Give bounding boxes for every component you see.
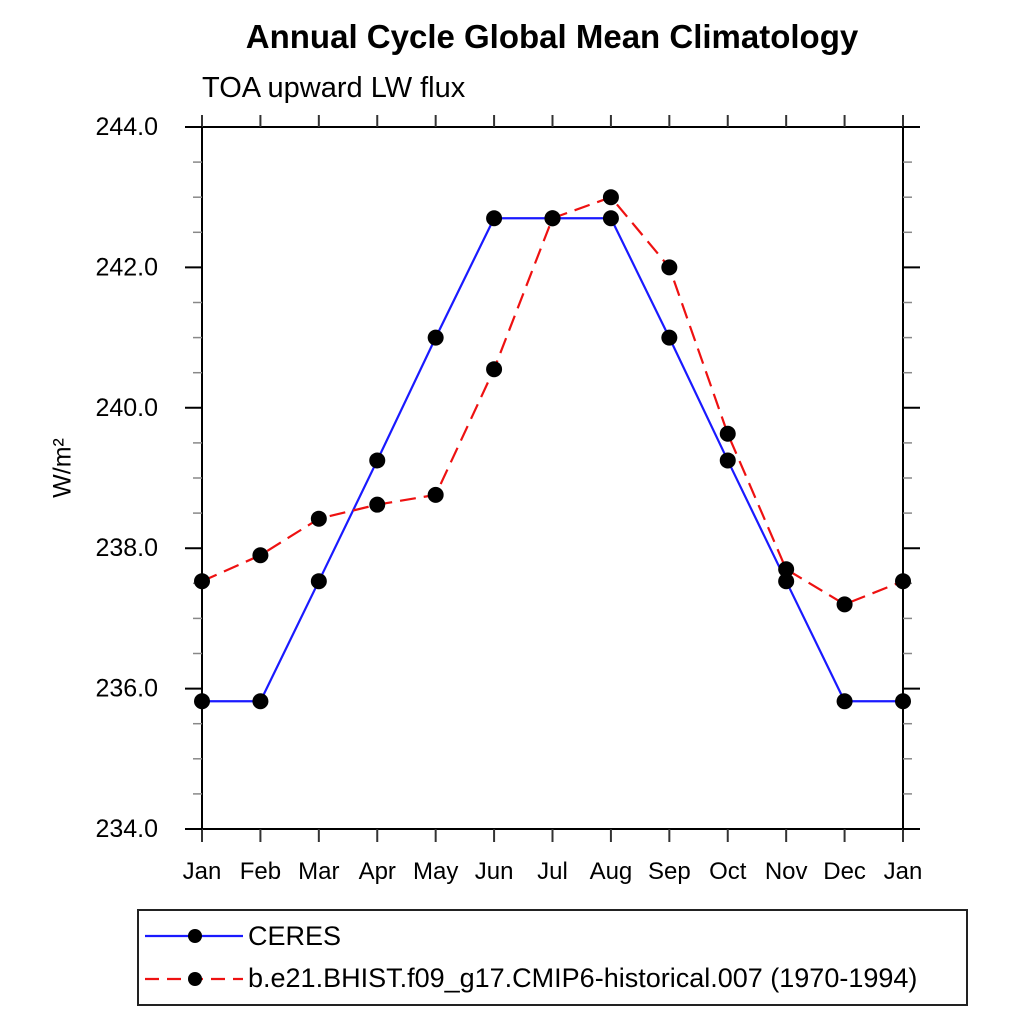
x-tick-label: Jun	[475, 858, 514, 885]
data-point-marker	[369, 452, 386, 469]
legend: CERES b.e21.BHIST.f09_g17.CMIP6-historic…	[137, 909, 968, 1006]
data-point-marker	[778, 561, 795, 578]
legend-label-model: b.e21.BHIST.f09_g17.CMIP6-historical.007…	[248, 963, 918, 994]
x-tick-label: Jan	[183, 858, 222, 885]
data-point-marker	[719, 425, 736, 442]
data-point-marker	[661, 329, 678, 346]
data-point-marker	[602, 210, 619, 227]
data-point-marker	[836, 596, 853, 613]
data-point-marker	[194, 693, 210, 710]
y-tick-label: 234.0	[95, 815, 158, 843]
data-point-marker	[661, 259, 678, 276]
y-tick-label: 244.0	[95, 113, 158, 141]
data-point-marker	[719, 452, 736, 469]
x-tick-label: Feb	[240, 858, 281, 885]
chart-title: Annual Cycle Global Mean Climatology	[245, 18, 859, 55]
y-tick-label: 238.0	[95, 534, 158, 562]
data-point-marker	[778, 573, 795, 590]
legend-line-sample-model	[145, 971, 243, 986]
x-tick-label: Aug	[590, 858, 633, 885]
axis-frame	[201, 126, 904, 830]
x-tick-label: Apr	[359, 858, 396, 885]
data-point-marker	[369, 496, 386, 513]
data-point-marker	[544, 210, 561, 227]
data-point-marker	[602, 189, 619, 206]
data-point-marker	[486, 210, 503, 227]
chart-subtitle: TOA upward LW flux	[202, 72, 466, 104]
data-point-marker	[427, 329, 444, 346]
data-point-marker	[194, 573, 210, 590]
x-tick-label: Mar	[298, 858, 339, 885]
data-point-marker	[310, 510, 327, 527]
y-tick-label: 236.0	[95, 675, 158, 703]
x-tick-label: Oct	[709, 858, 747, 885]
x-tick-label: Sep	[648, 858, 691, 885]
data-point-marker	[895, 573, 911, 590]
data-point-marker	[252, 547, 269, 564]
y-tick-label: 240.0	[95, 394, 158, 422]
y-tick-label: 242.0	[95, 253, 158, 281]
data-point-marker	[310, 573, 327, 590]
legend-label-ceres: CERES	[248, 920, 342, 951]
data-point-marker	[836, 693, 853, 710]
x-tick-label: Nov	[765, 858, 808, 885]
data-point-marker	[252, 693, 269, 710]
x-tick-label: Dec	[823, 858, 866, 885]
series-line-ceres	[202, 217, 903, 703]
legend-entry-model: b.e21.BHIST.f09_g17.CMIP6-historical.007…	[143, 959, 966, 999]
legend-line-sample-ceres	[145, 929, 243, 944]
x-tick-label: Jan	[884, 858, 923, 885]
data-point-marker	[895, 693, 911, 710]
x-tick-label: Jul	[537, 858, 568, 885]
data-point-marker	[427, 486, 444, 503]
x-tick-label: May	[413, 858, 458, 885]
series-line-model	[201, 195, 904, 606]
data-point-marker	[486, 361, 503, 378]
legend-entry-ceres: CERES	[143, 916, 966, 956]
